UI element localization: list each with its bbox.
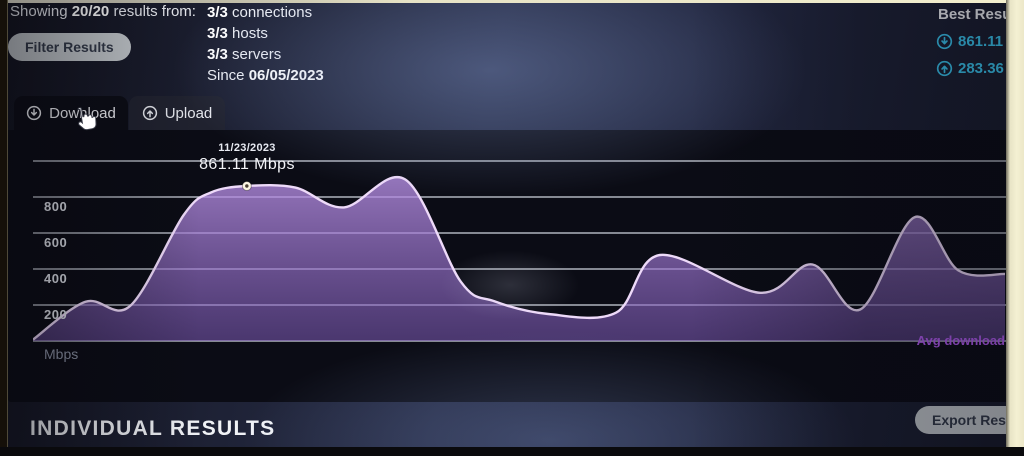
download-circle-icon (936, 33, 953, 50)
download-history-chart-panel: 800 600 400 200 Mbps 11/23/2023 861.11 M… (8, 130, 1008, 402)
y-axis-tick-200: 200 (44, 307, 68, 322)
download-series-line (33, 176, 1006, 341)
annotation-value: 861.11 Mbps (199, 156, 295, 173)
filter-since: Since 06/05/2023 (207, 67, 324, 84)
y-axis-tick-600: 600 (44, 235, 68, 250)
filter-hosts: 3/3 hosts (207, 25, 268, 42)
download-circle-icon (26, 105, 42, 121)
filter-servers: 3/3 servers (207, 46, 282, 63)
showing-count: 20/20 (71, 3, 110, 20)
filter-summary-list: 3/3 connections 3/3 hosts 3/3 servers Si… (207, 2, 324, 86)
avg-download-label: Avg download (916, 333, 1005, 348)
filter-results-label: Filter Results (25, 39, 114, 55)
y-axis-tick-800: 800 (44, 199, 68, 214)
export-results-button[interactable]: Export Results (915, 406, 1024, 434)
individual-results-heading: INDIVIDUAL RESULTS (30, 417, 276, 440)
tab-upload-label: Upload (164, 104, 213, 122)
best-results-title: Best Results (938, 6, 1024, 23)
tab-upload[interactable]: Upload (129, 96, 225, 130)
y-axis-tick-400: 400 (44, 271, 68, 286)
bezel-bottom (0, 447, 1024, 456)
download-history-chart[interactable] (33, 150, 1008, 400)
hand-cursor-icon (77, 107, 97, 131)
download-area-series (33, 177, 1005, 341)
annotation-date: 11/23/2023 (218, 142, 276, 154)
export-results-label: Export Results (932, 412, 1024, 428)
filter-results-button[interactable]: Filter Results (8, 33, 131, 61)
annotation-marker-dot (245, 184, 249, 188)
showing-suffix: results from: (113, 3, 196, 20)
bezel-left (0, 0, 8, 456)
upload-circle-icon (936, 60, 953, 77)
bezel-right (1006, 0, 1024, 456)
y-axis-unit-label: Mbps (44, 346, 79, 362)
filter-connections: 3/3 connections (207, 4, 313, 21)
showing-prefix: Showing (10, 3, 68, 20)
bezel-top (0, 0, 1024, 3)
upload-circle-icon (142, 105, 157, 121)
results-summary: Showing 20/20 results from: (10, 3, 196, 20)
